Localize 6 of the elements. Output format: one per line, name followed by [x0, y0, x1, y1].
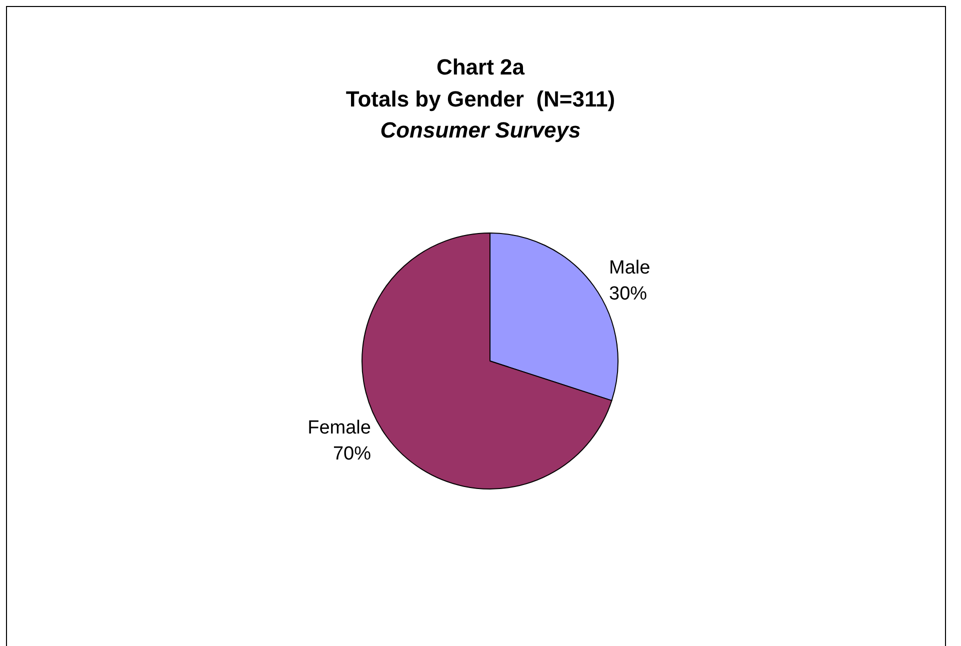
chart-subtitle: Consumer Surveys	[380, 118, 581, 142]
slice-label: Female	[308, 417, 371, 438]
chart-title: Chart 2a Totals by Gender (N=311)	[346, 54, 616, 112]
data-label: 30%	[609, 284, 648, 305]
slice-label: Male	[609, 258, 650, 279]
data-label: 70%	[332, 443, 372, 464]
